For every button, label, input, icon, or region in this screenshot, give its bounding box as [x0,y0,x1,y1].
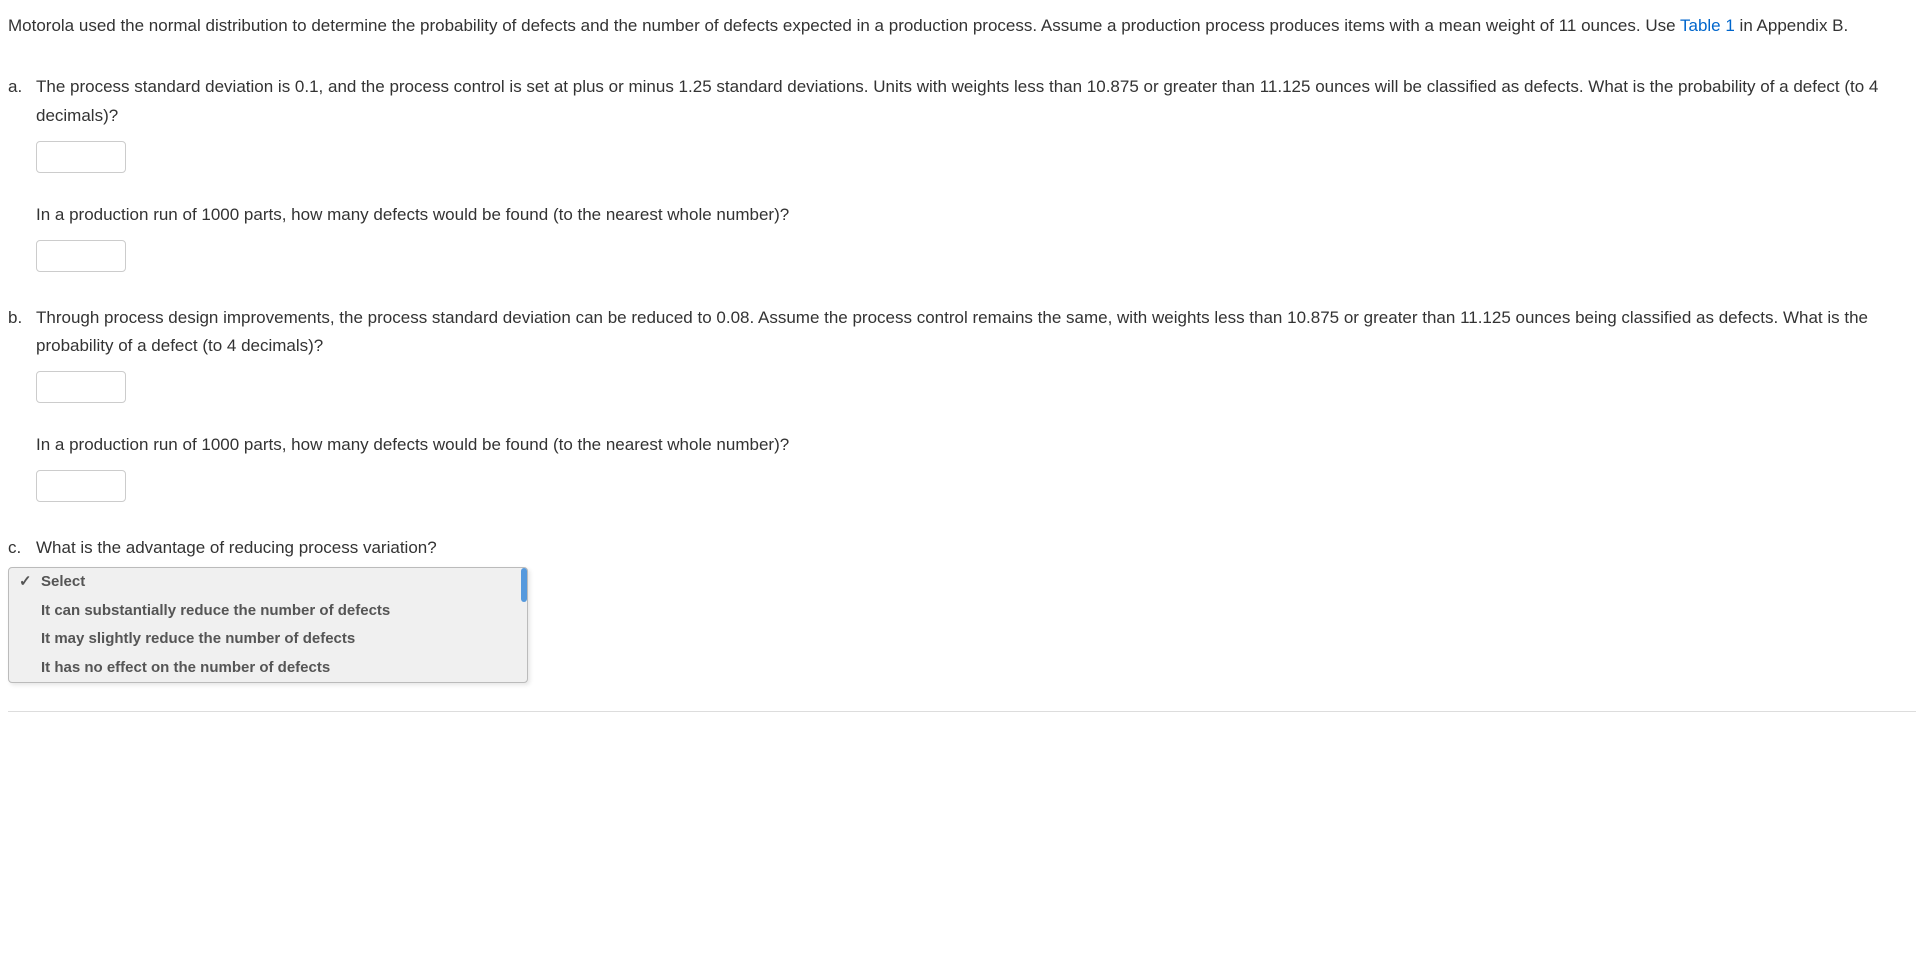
question-marker-c: c. [8,534,21,563]
question-list: a. The process standard deviation is 0.1… [8,73,1916,683]
question-marker-b: b. [8,304,22,333]
question-b-subtext: In a production run of 1000 parts, how m… [36,431,1916,460]
intro-text-after: in Appendix B. [1735,16,1848,35]
dropdown-option-slight[interactable]: It may slightly reduce the number of def… [9,625,527,654]
question-c: c. What is the advantage of reducing pro… [8,534,1916,683]
dropdown-option-substantial[interactable]: It can substantially reduce the number o… [9,597,527,626]
question-c-text: What is the advantage of reducing proces… [36,534,1916,563]
answer-input-a2[interactable] [36,240,126,272]
answer-input-b1[interactable] [36,371,126,403]
dropdown-container: Select It can substantially reduce the n… [8,567,528,683]
question-a-text: The process standard deviation is 0.1, a… [36,73,1916,131]
intro-paragraph: Motorola used the normal distribution to… [8,12,1916,41]
bottom-divider [8,711,1916,712]
answer-input-a1[interactable] [36,141,126,173]
table-link[interactable]: Table 1 [1680,16,1735,35]
dropdown-option-select[interactable]: Select [9,568,527,597]
answer-input-b2[interactable] [36,470,126,502]
question-a: a. The process standard deviation is 0.1… [8,73,1916,272]
question-marker-a: a. [8,73,22,102]
dropdown-listbox[interactable]: Select It can substantially reduce the n… [8,567,528,683]
question-a-subtext: In a production run of 1000 parts, how m… [36,201,1916,230]
question-b-text: Through process design improvements, the… [36,304,1916,362]
question-b: b. Through process design improvements, … [8,304,1916,503]
dropdown-option-none[interactable]: It has no effect on the number of defect… [9,654,527,683]
intro-text-before: Motorola used the normal distribution to… [8,16,1680,35]
